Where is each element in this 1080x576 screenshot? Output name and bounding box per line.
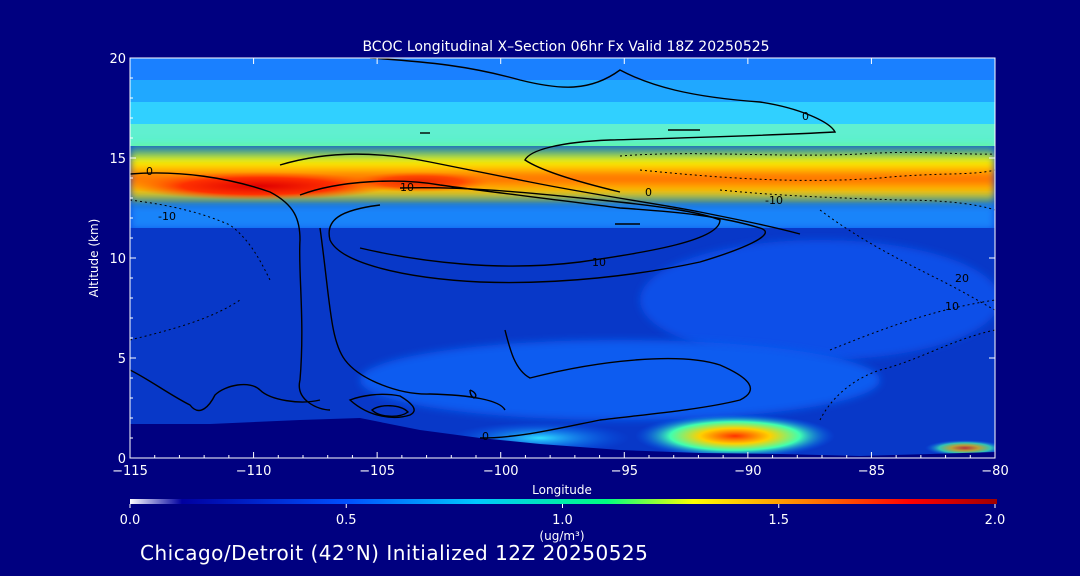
x-tick-label: −95 [611,464,638,479]
surface-plume-far-east [925,440,995,456]
colorbar-unit-label: (ug/m³) [539,529,584,543]
surface-plume-east [635,414,835,458]
contour-label: -10 [765,194,783,207]
x-tick-label: −115 [112,464,148,479]
y-axis-label: Altitude (km) [87,219,101,298]
colorbar-tick-label: 0.0 [120,513,141,528]
contour-lines [130,58,837,439]
x-tick-label: −85 [858,464,885,479]
x-tick-label: −105 [359,464,395,479]
colorbar-ticks: 0.0 0.5 1.0 1.5 2.0 [120,504,1006,528]
contour-label: 0 [146,165,153,178]
contour-label-group: 0 10 -10 0 -10 10 0 20 10 0 [146,110,969,443]
field-lower-patch [360,340,880,420]
x-tick-label: −110 [236,464,272,479]
colorbar-tick-label: 1.5 [768,513,789,528]
footer-caption: Chicago/Detroit (42°N) Initialized 12Z 2… [140,541,649,565]
contour-label: -10 [158,210,176,223]
x-axis: −115 −110 −105 −100 −95 −90 −85 −80 [112,58,1009,479]
contour-label: 20 [955,272,969,285]
contour-label: 0 [802,110,809,123]
y-tick-label: 10 [109,252,126,267]
y-tick-label: 15 [109,152,126,167]
field-band-3 [130,102,995,124]
contour-label: 10 [945,300,959,313]
red-core-west [130,172,390,200]
colorbar-tick-label: 0.5 [336,513,357,528]
colorbar [130,499,997,504]
terrain [130,418,995,458]
x-tick-label: −100 [483,464,519,479]
colorbar-tick-label: 1.0 [552,513,573,528]
x-tick-label: −80 [981,464,1008,479]
contour-lines-dashed [130,151,995,421]
contour-label: 10 [592,256,606,269]
x-axis-label: Longitude [532,483,592,497]
field-band-2 [130,80,995,102]
y-tick-label: 5 [118,352,126,367]
contour-label: 0 [645,186,652,199]
field-lower-transition [130,205,995,230]
chart-title: BCOC Longitudinal X–Section 06hr Fx Vali… [362,39,769,55]
y-axis: 0 5 10 15 20 [109,52,995,467]
field-top-band [130,58,995,80]
heatmap-field [130,58,995,458]
field-east-patch [640,240,995,360]
x-tick-label: −90 [734,464,761,479]
contour-label: 0 [482,430,489,443]
colorbar-tick-label: 2.0 [985,513,1006,528]
y-tick-label: 20 [109,52,126,67]
y-tick-label: 0 [118,452,126,467]
contour-label: 10 [400,181,414,194]
